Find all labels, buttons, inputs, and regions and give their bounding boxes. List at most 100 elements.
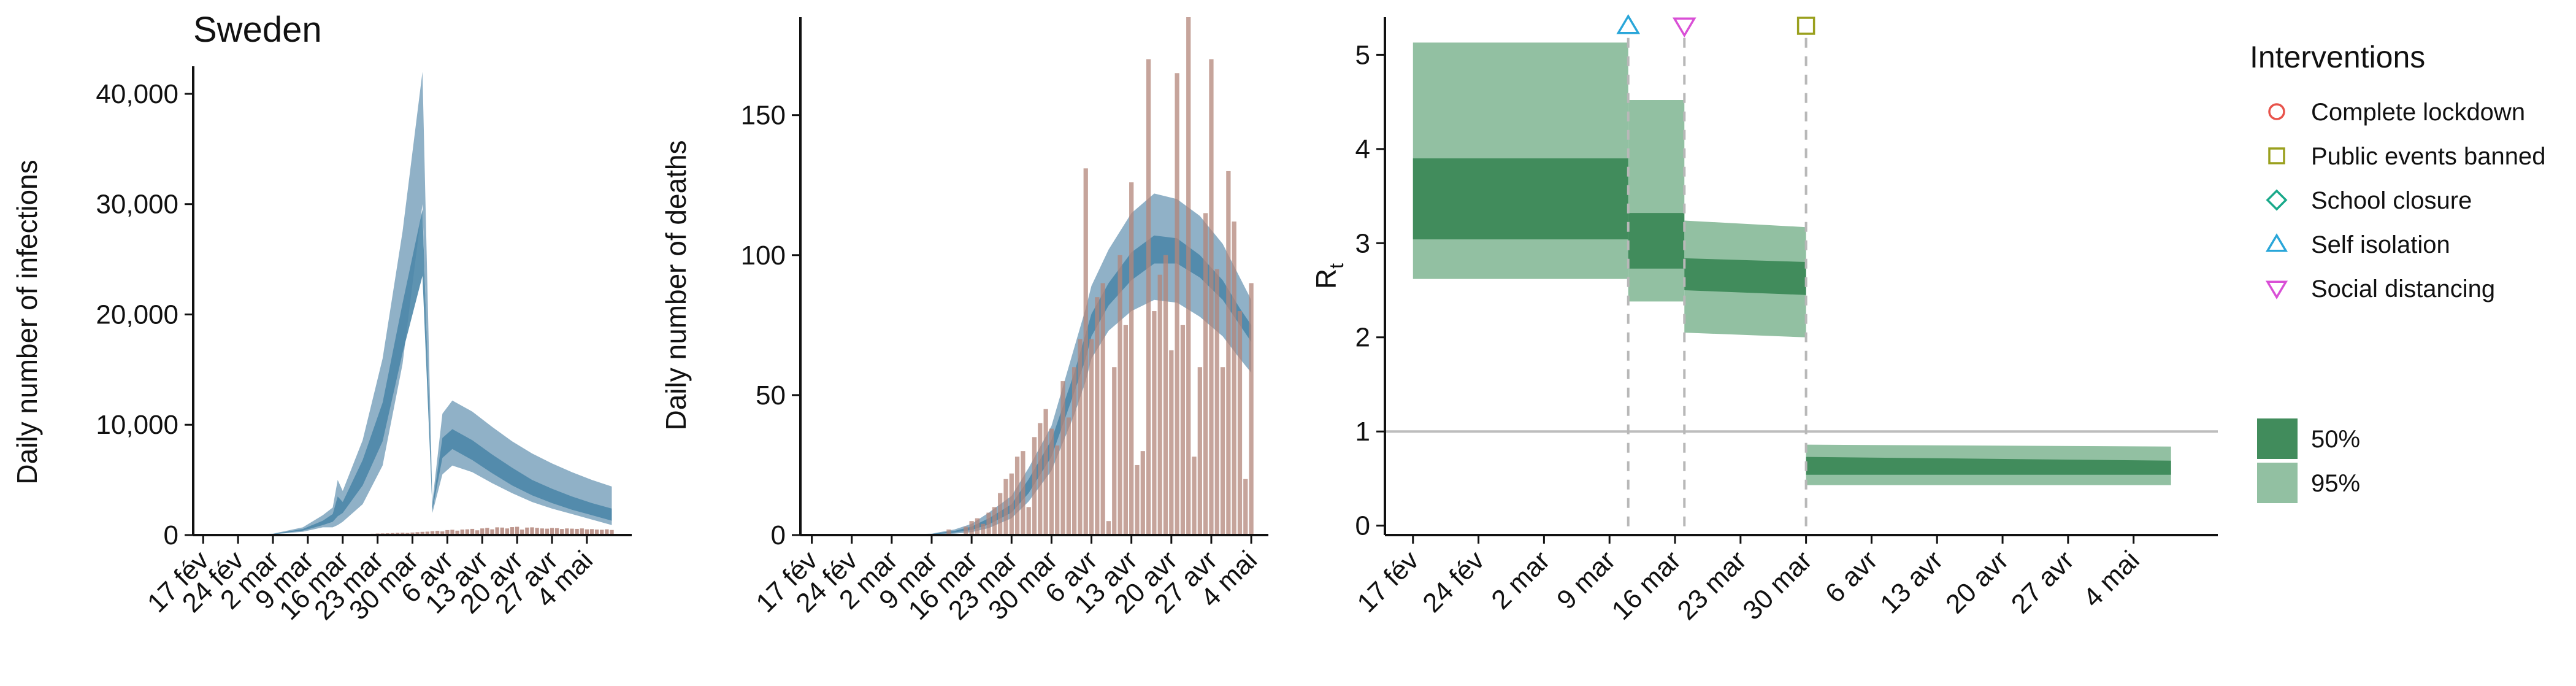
legend-item-label: Complete lockdown — [2311, 99, 2525, 126]
deaths-observed-bar — [1175, 73, 1179, 535]
infections-y-axis-label: Daily number of infections — [11, 160, 43, 484]
rt-band-50 — [1684, 258, 1806, 295]
deaths-y-tick-label: 100 — [741, 241, 786, 271]
legend-title: Interventions — [2250, 40, 2425, 74]
deaths-observed-bar — [1152, 311, 1156, 535]
deaths-observed-bar — [1078, 339, 1082, 535]
rt-y-tick-label: 0 — [1355, 511, 1370, 541]
rt-y-axis-label: Rt — [1310, 263, 1347, 289]
legend-public-events-banned-icon — [2269, 148, 2284, 163]
deaths-observed-bar — [998, 493, 1002, 535]
rt-x-tick-label: 2 mar — [1485, 545, 1555, 615]
deaths-observed-bar — [1067, 417, 1071, 535]
infections-y-tick-label: 20,000 — [96, 299, 178, 330]
deaths-y-tick-label: 150 — [741, 101, 786, 131]
deaths-observed-bar — [1243, 479, 1248, 535]
deaths-observed-bar — [1095, 297, 1099, 535]
deaths-observed-bar — [1226, 171, 1230, 535]
deaths-observed-bar — [1021, 451, 1025, 535]
rt-y-tick-label: 2 — [1355, 323, 1370, 353]
deaths-observed-bar — [1038, 423, 1042, 535]
deaths-observed-bar — [1141, 451, 1145, 535]
deaths-observed-bar — [1203, 213, 1208, 535]
deaths-observed-bar — [1198, 367, 1202, 535]
infections-y-tick-label: 40,000 — [96, 79, 178, 109]
deaths-observed-bar — [1072, 367, 1076, 535]
deaths-bands — [812, 193, 1252, 535]
rt-y-tick-label: 5 — [1355, 40, 1370, 70]
rt-x-tick-label: 30 mar — [1737, 545, 1817, 625]
infections-bands — [203, 72, 611, 535]
deaths-observed-bar — [1117, 255, 1122, 535]
deaths-observed-bar — [1186, 17, 1190, 535]
legend-school-closure-icon — [2267, 191, 2286, 209]
legend-item-label: School closure — [2311, 187, 2472, 214]
deaths-y-tick-label: 50 — [756, 380, 786, 410]
rt-y-tick-label: 4 — [1355, 134, 1370, 164]
deaths-observed-bar — [1146, 59, 1151, 535]
deaths-observed-bar — [975, 518, 979, 535]
deaths-observed-bar — [1015, 457, 1019, 535]
legend-band-label: 95% — [2311, 470, 2360, 497]
legend-social-distancing-icon — [2267, 282, 2286, 297]
deaths-observed-bar — [1163, 255, 1168, 535]
rt-x-tick-label: 27 avr — [2006, 545, 2080, 619]
rt-x-tick-label: 20 avr — [1940, 545, 2014, 619]
deaths-observed-bar — [1158, 275, 1162, 535]
deaths-observed-bar — [1232, 222, 1236, 535]
rt-x-tick-label: 6 avr — [1820, 545, 1884, 609]
infections-observed-bar — [515, 527, 519, 535]
deaths-observed-bar — [981, 524, 985, 535]
deaths-observed-bar — [1215, 269, 1219, 535]
rt-marker-self-isolation — [1618, 16, 1638, 33]
rt-x-tick-label: 17 fév — [1351, 545, 1424, 618]
infections-chart-title: Sweden — [193, 10, 322, 50]
infections-observed-bars — [291, 527, 613, 535]
legend-band-label: 50% — [2311, 426, 2360, 453]
deaths-observed-bar — [1106, 521, 1111, 535]
deaths-observed-bar — [1027, 507, 1031, 535]
deaths-observed-bar — [992, 507, 997, 535]
deaths-observed-bar — [1010, 474, 1014, 535]
deaths-observed-bar — [1060, 381, 1065, 535]
rt-y-tick-label: 3 — [1355, 228, 1370, 258]
infections-chart: Sweden Daily number of infections 17 fév… — [11, 10, 632, 626]
infections-y-tick-label: 0 — [164, 520, 178, 550]
rt-bands — [1413, 42, 2171, 485]
deaths-observed-bar — [1209, 59, 1213, 535]
rt-marker-social-distancing — [1674, 18, 1695, 35]
legend-self-isolation-icon — [2267, 236, 2286, 251]
deaths-observed-bar — [1003, 479, 1008, 535]
rt-x-tick-label: 23 mar — [1671, 545, 1752, 625]
rt-band-95 — [1628, 100, 1685, 301]
rt-y-axis-label-subscript: t — [1325, 263, 1347, 269]
deaths-observed-bar — [964, 526, 968, 535]
legend-band-50-swatch — [2257, 418, 2298, 459]
legend-complete-lockdown-icon — [2269, 104, 2284, 119]
rt-marker-public-events-banned — [1798, 18, 1814, 34]
deaths-observed-bar — [1043, 409, 1048, 535]
legend-item-label: Self isolation — [2311, 231, 2450, 258]
rt-band-50 — [1628, 213, 1685, 269]
rt-x-tick-label: 13 avr — [1874, 545, 1949, 619]
rt-x-tick-label: 24 fév — [1417, 545, 1490, 618]
legend-band-95-swatch — [2257, 463, 2298, 503]
legend-item-label: Social distancing — [2311, 276, 2495, 303]
rt-intervention-markers — [1618, 16, 1814, 35]
rt-y-tick-label: 1 — [1355, 417, 1370, 447]
deaths-observed-bar — [970, 521, 974, 535]
deaths-observed-bar — [1101, 283, 1105, 535]
deaths-observed-bar — [1129, 182, 1133, 535]
deaths-observed-bar — [1089, 339, 1094, 535]
deaths-y-tick-label: 0 — [771, 520, 786, 550]
deaths-observed-bar — [1238, 311, 1242, 535]
rt-x-tick-label: 16 mar — [1606, 545, 1687, 625]
legend-bands: 50% 95% — [2257, 418, 2360, 503]
rt-band-50 — [1413, 158, 1628, 239]
deaths-observed-bar — [1135, 465, 1139, 535]
deaths-observed-bar — [1049, 429, 1054, 535]
